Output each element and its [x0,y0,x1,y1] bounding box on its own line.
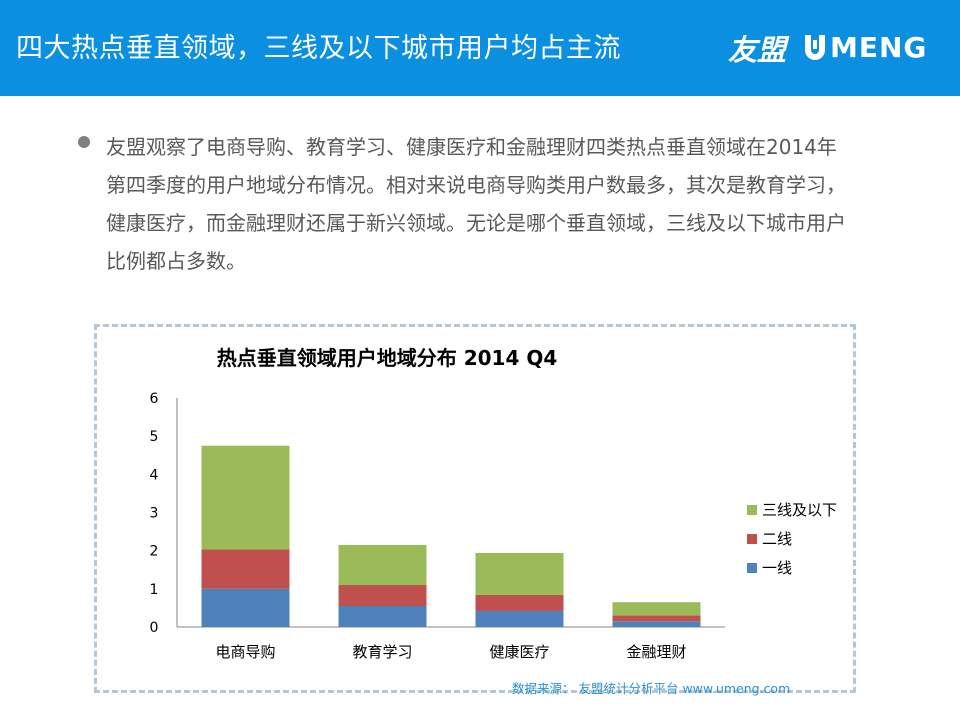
chart-title: 热点垂直领域用户地域分布 2014 Q4 [217,346,558,370]
stacked-bar-chart: 热点垂直领域用户地域分布 2014 Q4 0 1 2 3 4 5 6 电商导购 教育学习 健康医疗 金… [150,346,837,661]
y-tick-label: 5 [150,429,159,445]
bar-segment [338,544,427,586]
bar-segment [612,615,701,622]
y-tick-label: 1 [150,582,159,598]
data-source-note: 数据来源： 友盟统计分析平台 www.umeng.com [512,681,791,696]
bar-segment [201,445,290,550]
summary-text: 友盟观察了电商导购、教育学习、健康医疗和金融理财四类热点垂直领域在2014年第四… [106,135,846,273]
bar-segment [338,585,427,607]
bullet-dot-icon [78,136,90,148]
y-tick-label: 2 [150,544,159,560]
y-tick-label: 3 [150,506,159,522]
legend-label: 二线 [762,530,792,548]
umeng-logo: MENG [802,27,930,67]
umeng-u-icon [805,35,825,60]
page-title: 四大热点垂直领域，三线及以下城市用户均占主流 [16,33,621,64]
chart-frame: 热点垂直领域用户地域分布 2014 Q4 0 1 2 3 4 5 6 电商导购 教育学习 健康医疗 金… [94,324,856,693]
y-tick-label: 0 [150,620,159,636]
legend-swatch [747,563,757,573]
y-tick-label: 4 [150,467,159,483]
bar-segment [201,588,290,627]
legend-swatch [747,505,757,515]
x-category-label: 电商导购 [215,643,275,661]
header-banner: 四大热点垂直领域，三线及以下城市用户均占主流 友盟 MENG [0,0,960,96]
bar-segment [338,606,427,627]
bar-segment [475,552,564,595]
x-category-label: 教育学习 [352,643,412,661]
bar-segment [475,610,564,627]
bar-segment [201,549,290,589]
legend-label: 一线 [762,559,792,577]
x-category-label: 健康医疗 [489,643,549,661]
umeng-logo-chinese: 友盟 [728,33,787,67]
bar-segment [612,602,701,616]
x-category-label: 金融理财 [626,643,686,661]
y-tick-label: 6 [150,391,159,407]
legend-swatch [747,534,757,544]
bar-segment [612,621,701,627]
umeng-logo-wordmark: MENG [830,30,928,64]
bar-segment [475,594,564,611]
legend-label: 三线及以下 [762,501,837,519]
